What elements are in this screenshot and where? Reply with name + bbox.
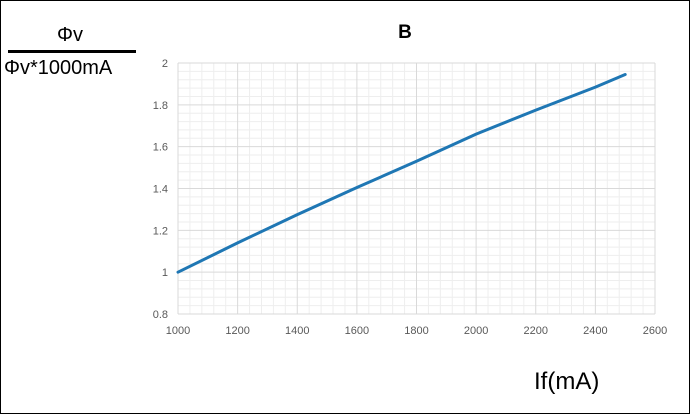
chart-title: B (398, 22, 412, 43)
x-tick-label: 1200 (225, 325, 249, 337)
x-tick-label: 1600 (345, 325, 369, 337)
y-tick-label: 1 (162, 267, 168, 279)
y-axis-label-fraction-bar (8, 50, 136, 53)
x-axis-label: If(mA) (534, 368, 600, 395)
x-tick-label: 1400 (285, 325, 309, 337)
x-tick-label: 2200 (524, 325, 548, 337)
x-tick-label: 1800 (404, 325, 428, 337)
y-tick-label: 0.8 (153, 309, 168, 321)
y-tick-label: 1.8 (153, 100, 168, 112)
y-tick-label: 1.2 (153, 225, 168, 237)
y-axis-label-numerator: Φv (57, 24, 83, 46)
y-tick-label: 2 (162, 58, 168, 70)
x-tick-label: 2400 (583, 325, 607, 337)
y-tick-label: 1.6 (153, 142, 168, 154)
y-tick-label: 1.4 (153, 184, 168, 196)
series-line (176, 73, 627, 274)
x-tick-label: 1000 (166, 325, 190, 337)
x-tick-label: 2600 (643, 325, 667, 337)
y-axis-label-denominator: Φv*1000mA (4, 57, 113, 79)
x-tick-label: 2000 (464, 325, 488, 337)
